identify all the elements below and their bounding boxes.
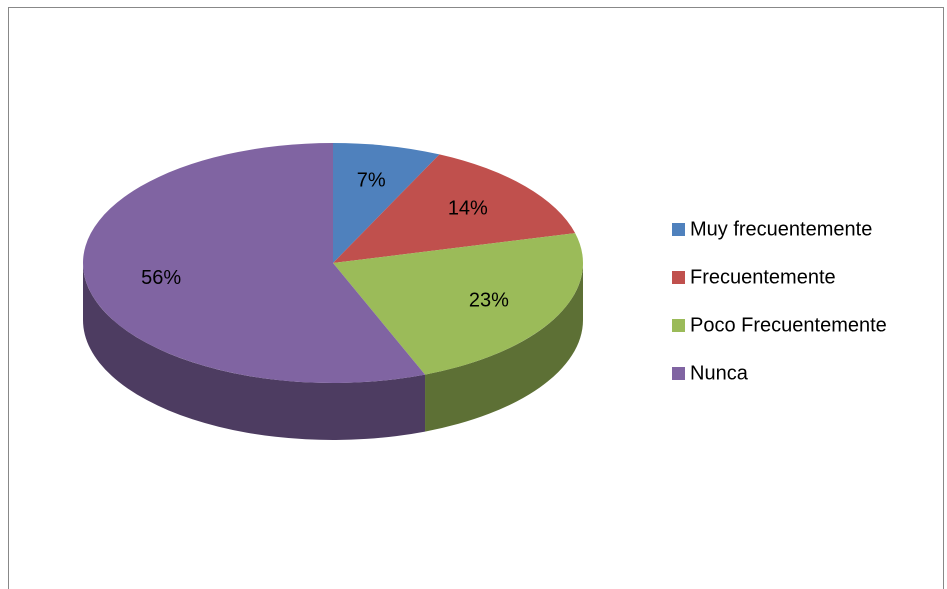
pie-slice: [333, 154, 576, 263]
pie-slice: [83, 143, 426, 383]
legend-label: Poco Frecuentemente: [690, 314, 887, 336]
data-label: 23%: [469, 289, 509, 311]
data-labels: 7% 14% 23% 56%: [141, 169, 509, 311]
pie-slice: [333, 233, 584, 375]
legend-label: Frecuentemente: [690, 266, 836, 288]
legend-swatch: [672, 271, 685, 284]
data-label: 14%: [448, 198, 488, 220]
legend-swatch: [672, 367, 685, 380]
legend: Muy frecuentemente Frecuentemente Poco Fre…: [672, 218, 887, 384]
pie-sides: [83, 263, 583, 441]
data-label: 7%: [357, 169, 386, 191]
legend-label: Nunca: [690, 362, 749, 384]
legend-label: Muy frecuentemente: [690, 218, 872, 240]
data-label: 56%: [141, 267, 181, 289]
pie-slice-side: [425, 263, 583, 432]
pie-slice-side: [83, 263, 426, 441]
legend-swatch: [672, 319, 685, 332]
legend-swatch: [672, 223, 685, 236]
pie-tops: [83, 143, 584, 383]
pie-slice: [333, 143, 440, 263]
